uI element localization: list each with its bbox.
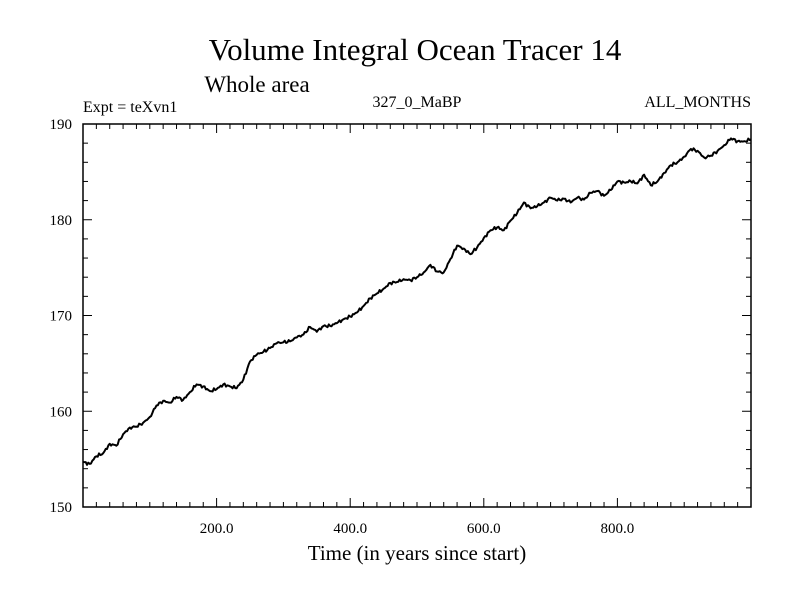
x-axis-label: Time (in years since start) [308, 541, 527, 565]
tick-labels: 200.0 400.0 600.0 800.0 150 160 170 180 190 [50, 117, 635, 537]
chart-title: Volume Integral Ocean Tracer 14 [209, 32, 622, 67]
plot-frame [82, 123, 752, 508]
experiment-label: Expt = teXvn1 [83, 99, 177, 116]
series-line [82, 137, 752, 466]
y-tick-label: 150 [50, 500, 73, 516]
run-label: 327_0_MaBP [373, 94, 462, 111]
x-tick-label: 400.0 [333, 521, 367, 537]
y-tick-label: 160 [50, 404, 73, 420]
x-tick-label: 200.0 [200, 521, 234, 537]
x-tick-label: 600.0 [467, 521, 501, 537]
months-label: ALL_MONTHS [644, 94, 751, 111]
axis-ticks [83, 124, 751, 507]
y-tick-label: 190 [50, 117, 73, 133]
y-tick-label: 170 [50, 309, 73, 325]
x-tick-label: 800.0 [601, 521, 635, 537]
y-tick-label: 180 [50, 213, 73, 229]
chart-subtitle: Whole area [204, 72, 309, 97]
